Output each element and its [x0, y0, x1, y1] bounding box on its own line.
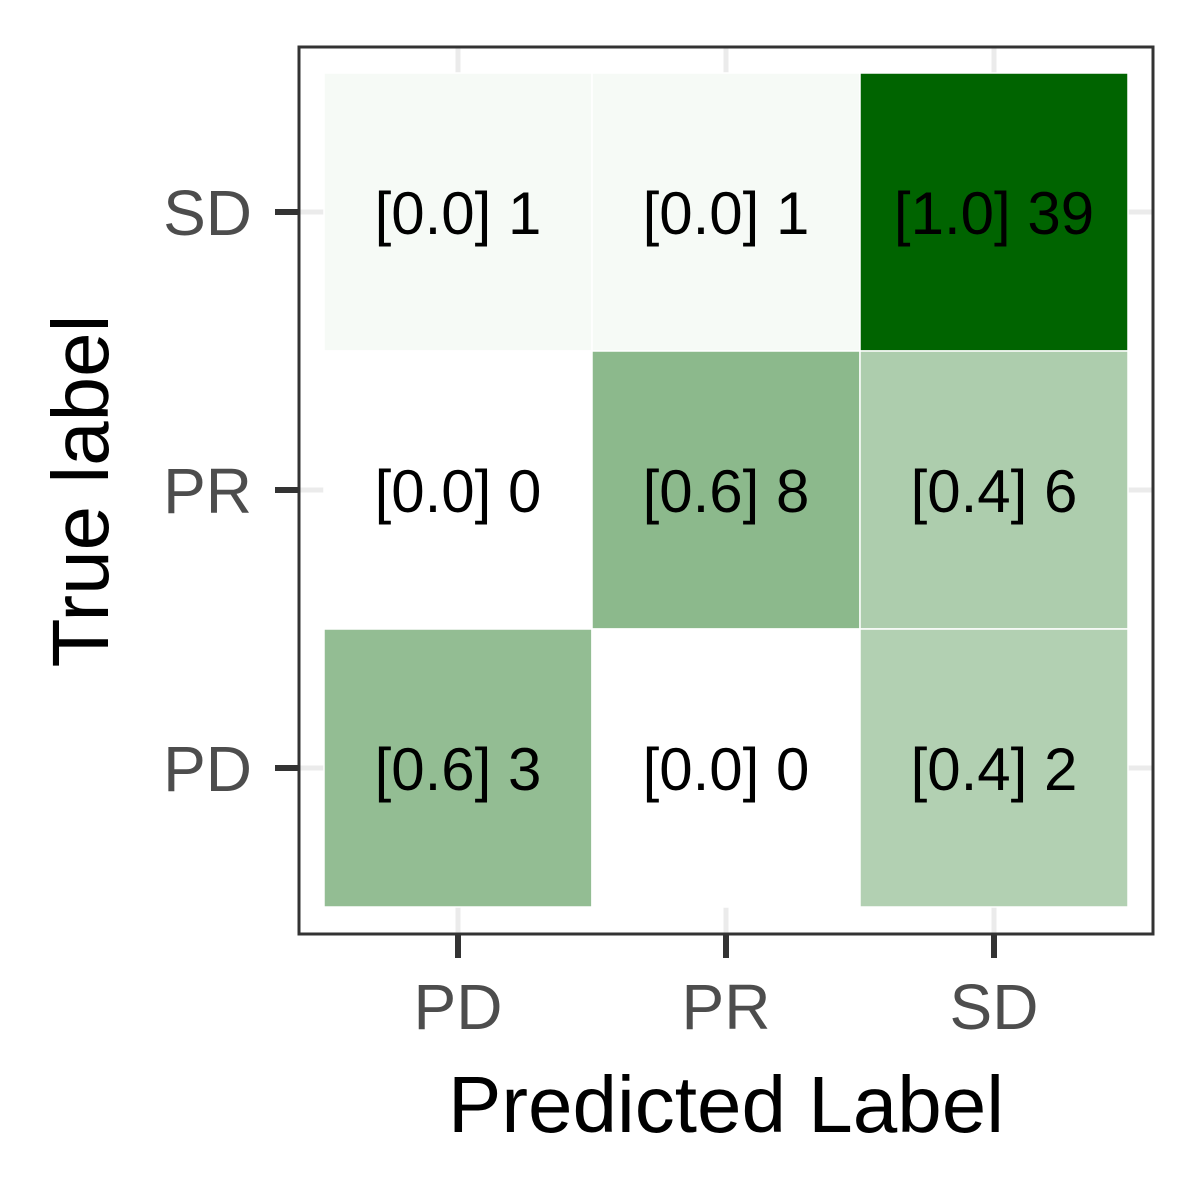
x-tick-label: SD — [950, 971, 1039, 1043]
x-axis-title: Predicted Label — [448, 1060, 1004, 1149]
cell-label: [0.4] 6 — [911, 458, 1078, 525]
heatmap-cell-true-pd-pred-sd — [859, 628, 1129, 908]
y-tick-label: PR — [163, 455, 252, 527]
y-tick-label: PD — [163, 733, 252, 805]
x-axis-ticks: PD PR SD — [414, 934, 1039, 1043]
x-tick-label: PD — [414, 971, 503, 1043]
heatmap-cells — [323, 72, 1129, 908]
heatmap-cell-true-pr-pred-sd — [859, 350, 1129, 630]
cell-label: [0.6] 3 — [375, 736, 542, 803]
x-tick-label: PR — [682, 971, 771, 1043]
cell-label: [0.0] 0 — [375, 458, 542, 525]
cell-label: [1.0] 39 — [894, 180, 1094, 247]
heatmap-cell-true-sd-pred-pr — [591, 72, 861, 352]
y-axis-ticks: PD PR SD — [163, 177, 299, 805]
cell-labels: [0.0] 1 [0.0] 1 [1.0] 39 [0.0] 0 [0.6] 8 [0.4… — [375, 180, 1094, 803]
cell-label: [0.0] 1 — [375, 180, 542, 247]
cell-label: [0.0] 1 — [643, 180, 810, 247]
y-axis-title: True label — [36, 315, 125, 668]
heatmap-cell-true-pd-pred-pr — [591, 628, 861, 908]
y-tick-label: SD — [163, 177, 252, 249]
cell-label: [0.4] 2 — [911, 736, 1078, 803]
cell-label: [0.0] 0 — [643, 736, 810, 803]
cell-label: [0.6] 8 — [643, 458, 810, 525]
heatmap-cell-true-pd-pred-pd — [323, 628, 593, 908]
